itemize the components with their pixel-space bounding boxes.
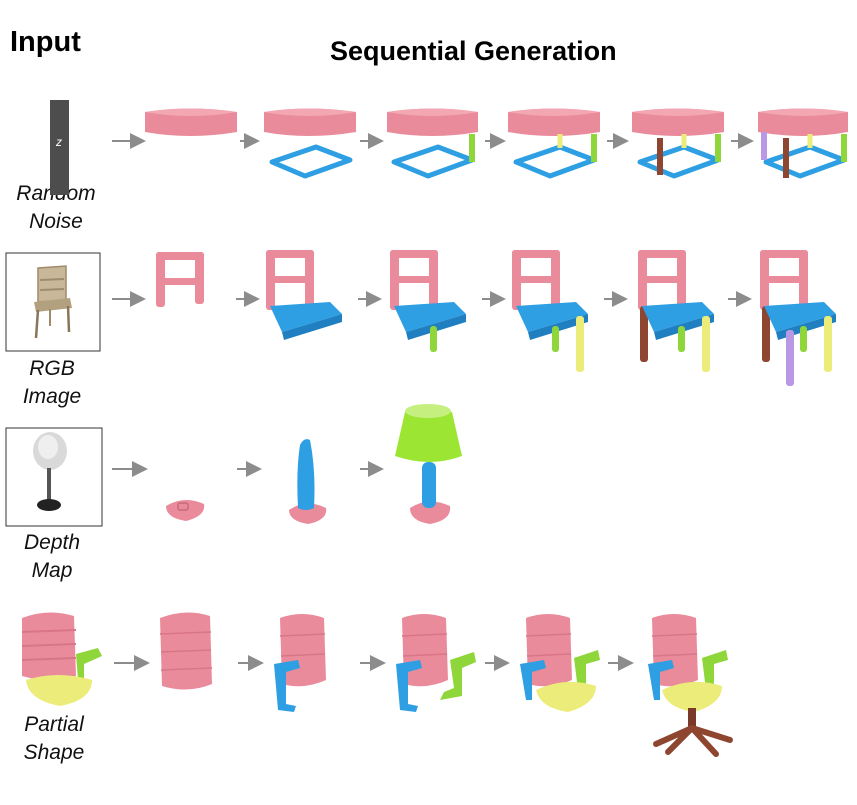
- row-label-partial-shape: Partial Shape: [23, 713, 85, 764]
- row2-step2: [266, 250, 342, 340]
- row3-step2-base-stem: [289, 439, 327, 524]
- input-heading: Input: [10, 26, 81, 58]
- input-random-noise: z: [50, 100, 69, 195]
- sequential-generation-heading: Sequential Generation: [330, 36, 617, 66]
- row2-step3: [390, 250, 466, 352]
- row2-step4: [512, 250, 588, 372]
- row4-step5-full-chair: [648, 614, 733, 757]
- row-label-rgb-image: RGB Image: [22, 357, 82, 408]
- row2-step5: [638, 250, 714, 372]
- noise-symbol: z: [55, 135, 62, 149]
- row3-step1-base: [166, 499, 205, 521]
- row3-step3-full-lamp: [395, 404, 462, 524]
- row1-step4: [508, 108, 600, 179]
- input-partial-shape: [21, 612, 102, 706]
- row1-step3: [387, 108, 478, 179]
- row4-step2: [274, 614, 326, 712]
- input-rgb-image: [5, 252, 101, 352]
- row1-step6: [758, 108, 848, 179]
- row2-step1-back: [156, 252, 204, 307]
- row4-step1-back: [159, 612, 213, 690]
- row1-step1-seat: [145, 108, 237, 136]
- input-depth-map: [5, 427, 103, 527]
- row4-step3: [396, 614, 476, 712]
- row-label-depth-map: Depth Map: [23, 531, 81, 582]
- row2-step6: [760, 250, 836, 386]
- row1-step5: [632, 108, 724, 179]
- row1-step2-seat-frame: [264, 108, 356, 179]
- row4-step4: [520, 614, 600, 712]
